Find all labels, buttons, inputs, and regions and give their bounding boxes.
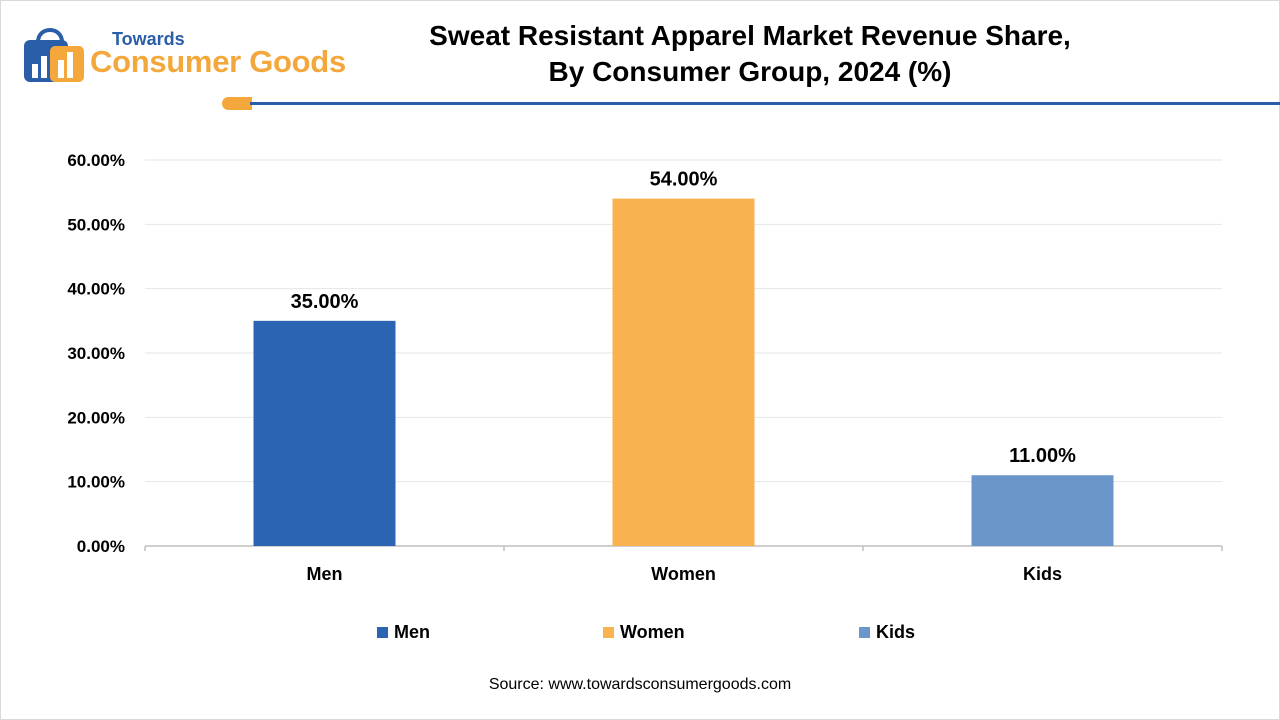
bar-men [253, 320, 396, 546]
data-label: 11.00% [1009, 445, 1076, 467]
legend-label: Women [620, 621, 685, 642]
data-label: 54.00% [650, 169, 718, 191]
bar-women [612, 198, 755, 546]
brand-logo: Towards Consumer Goods [20, 20, 370, 90]
shopping-bag-icon [24, 28, 84, 82]
bar-chart: 0.00% 10.00% 20.00% 30.00% 40.00% 50.00% 60.00… [67, 151, 1223, 584]
y-tick-label: 40.00% [67, 280, 125, 299]
header-rule-tab [222, 97, 252, 110]
legend-swatch [603, 626, 614, 638]
x-tick-label: Kids [1023, 564, 1062, 584]
legend: Men Women Kids [0, 620, 1280, 644]
legend-item: Men [377, 620, 430, 644]
x-tick-label: Women [651, 564, 716, 584]
y-tick-label: 0.00% [77, 537, 125, 556]
header-rule [250, 102, 1280, 105]
chart-title: Sweat Resistant Apparel Market Revenue S… [400, 18, 1100, 90]
y-tick-label: 20.00% [67, 408, 125, 427]
legend-swatch [377, 626, 388, 638]
logo-text-small: Towards [112, 29, 185, 49]
data-label: 35.00% [291, 291, 359, 313]
y-tick-label: 30.00% [67, 344, 125, 363]
legend-swatch [859, 626, 870, 638]
source-note: Source: www.towardsconsumergoods.com [488, 676, 792, 693]
legend-label: Men [394, 621, 430, 642]
logo-text-big: Consumer Goods [90, 44, 346, 79]
x-tick-label: Men [307, 564, 343, 584]
chart-title-line-2: By Consumer Group, 2024 (%) [548, 56, 952, 87]
legend-label: Kids [876, 621, 916, 642]
y-tick-label: 60.00% [67, 151, 125, 170]
y-tick-label: 10.00% [67, 473, 125, 492]
bar-kids [971, 475, 1114, 546]
legend-item: Women [603, 620, 685, 644]
y-tick-label: 50.00% [67, 215, 125, 234]
legend-item: Kids [859, 620, 915, 644]
chart-title-line-1: Sweat Resistant Apparel Market Revenue S… [429, 20, 1071, 51]
